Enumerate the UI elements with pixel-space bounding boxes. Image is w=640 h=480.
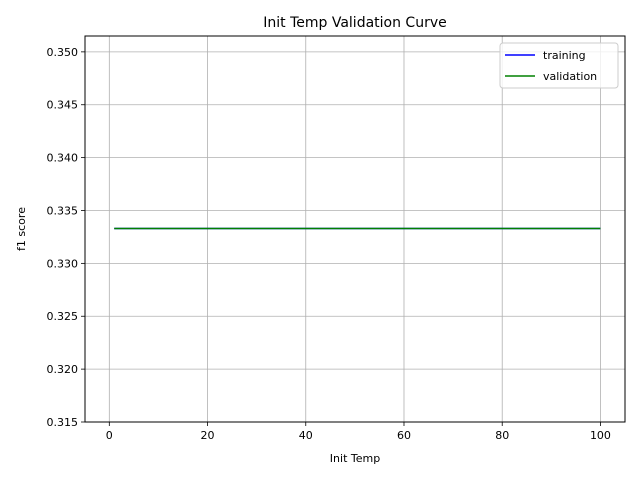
x-tick-label: 80	[495, 429, 509, 442]
y-tick-label: 0.330	[47, 257, 79, 270]
x-axis-label: Init Temp	[330, 452, 380, 465]
x-axis-ticks: 0 20 40 60 80 100	[106, 422, 611, 442]
legend: training validation	[499, 42, 619, 89]
y-tick-label: 0.335	[47, 204, 79, 217]
y-tick-label: 0.345	[47, 99, 79, 112]
y-tick-label: 0.320	[47, 363, 79, 376]
x-tick-label: 60	[397, 429, 411, 442]
y-axis-label: f1 score	[15, 207, 28, 251]
y-axis-ticks: 0.315 0.320 0.325 0.330 0.335 0.340 0.345 0.350	[47, 46, 85, 429]
plot-frame	[84, 35, 626, 423]
chart-title: Init Temp Validation Curve	[263, 15, 446, 31]
y-tick-label: 0.340	[47, 152, 79, 165]
legend-training-label: training	[543, 49, 586, 62]
x-tick-label: 40	[299, 429, 313, 442]
y-tick-label: 0.315	[47, 416, 79, 429]
y-tick-label: 0.325	[47, 310, 79, 323]
x-tick-label: 100	[590, 429, 611, 442]
legend-validation-label: validation	[543, 70, 597, 83]
y-tick-label: 0.350	[47, 46, 79, 59]
x-tick-label: 0	[106, 429, 113, 442]
x-tick-label: 20	[201, 429, 215, 442]
